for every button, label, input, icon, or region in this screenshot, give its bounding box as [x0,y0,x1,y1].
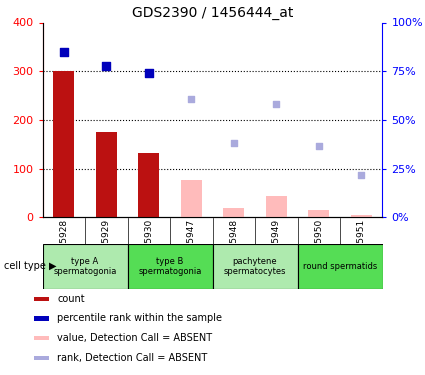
Point [230,140,237,146]
Point [60,49,67,55]
Text: count: count [57,294,85,304]
Point [273,101,280,107]
Bar [181,180,202,218]
Bar [138,153,159,218]
Bar [34,316,49,321]
Bar [351,215,372,217]
Bar [34,356,49,360]
Bar [223,208,244,218]
Point [315,143,322,149]
Text: round spermatids: round spermatids [303,262,377,271]
Text: GSM95930: GSM95930 [144,219,153,268]
Text: value, Detection Call = ABSENT: value, Detection Call = ABSENT [57,333,212,343]
Text: GSM95949: GSM95949 [272,219,281,268]
Text: GSM95929: GSM95929 [102,219,111,268]
Text: cell type ▶: cell type ▶ [4,261,57,271]
Point [358,172,365,178]
Text: pachytene
spermatocytes: pachytene spermatocytes [224,256,286,276]
Bar [308,210,329,218]
Bar [212,244,298,289]
Bar [34,336,49,340]
Text: GSM95951: GSM95951 [357,219,366,268]
Bar [266,196,287,217]
Bar [298,244,382,289]
Point [103,63,110,69]
Point [188,96,195,102]
Text: type B
spermatogonia: type B spermatogonia [138,256,202,276]
Bar [53,71,74,217]
Text: rank, Detection Call = ABSENT: rank, Detection Call = ABSENT [57,353,208,363]
Text: type A
spermatogonia: type A spermatogonia [53,256,117,276]
Bar [42,244,128,289]
Bar [128,244,212,289]
Text: GSM95950: GSM95950 [314,219,323,268]
Bar [34,297,49,301]
Text: GSM95947: GSM95947 [187,219,196,268]
Text: GSM95928: GSM95928 [59,219,68,268]
Text: GSM95948: GSM95948 [229,219,238,268]
Title: GDS2390 / 1456444_at: GDS2390 / 1456444_at [132,6,293,20]
Text: percentile rank within the sample: percentile rank within the sample [57,314,222,324]
Bar [96,132,117,218]
Point [145,70,152,76]
